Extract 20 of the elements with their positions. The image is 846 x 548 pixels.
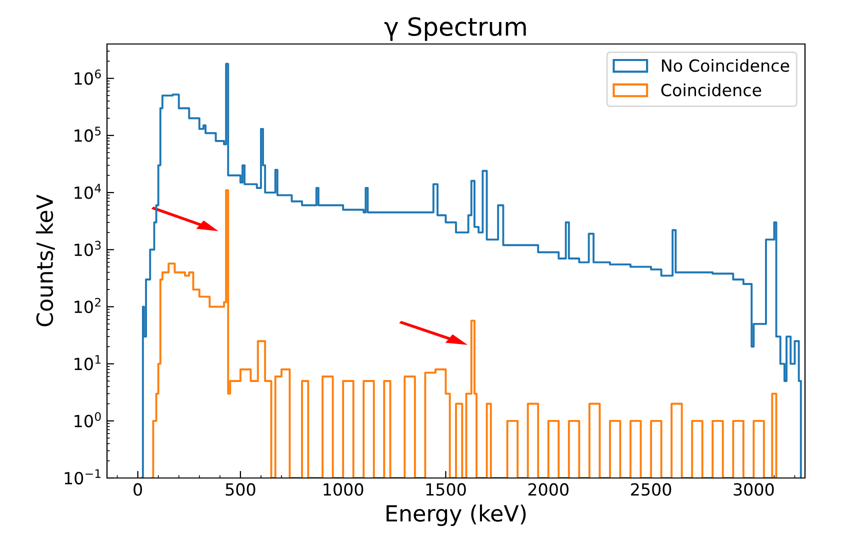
chart-title: γ Spectrum	[384, 17, 526, 41]
y-axis-title: Counts/ keV	[36, 194, 55, 326]
y-tick-label: 10$^{1}$	[74, 355, 101, 370]
legend-label: Coincidence	[661, 83, 762, 96]
y-tick-label: 10$^{−1}$	[64, 469, 100, 484]
x-tick-label: 3000	[734, 483, 774, 496]
y-tick-label: 10$^{2}$	[74, 298, 100, 314]
legend-label: No Coincidence	[662, 59, 790, 72]
x-axis-title: Energy (keV)	[386, 504, 526, 526]
x-tick-label: 500	[226, 483, 256, 496]
y-tick-label: 10$^{0}$	[74, 412, 101, 428]
x-tick-label: 1000	[324, 483, 364, 496]
y-tick-label: 10$^{4}$	[74, 184, 101, 200]
x-tick-label: 2000	[528, 483, 568, 496]
x-tick-label: 0	[134, 483, 142, 496]
x-tick-label: 2500	[631, 483, 672, 496]
x-tick-label: 1500	[426, 483, 466, 496]
y-tick-label: 10$^{6}$	[74, 70, 101, 85]
y-tick-label: 10$^{3}$	[74, 240, 101, 256]
y-tick-label: 10$^{5}$	[74, 126, 101, 142]
